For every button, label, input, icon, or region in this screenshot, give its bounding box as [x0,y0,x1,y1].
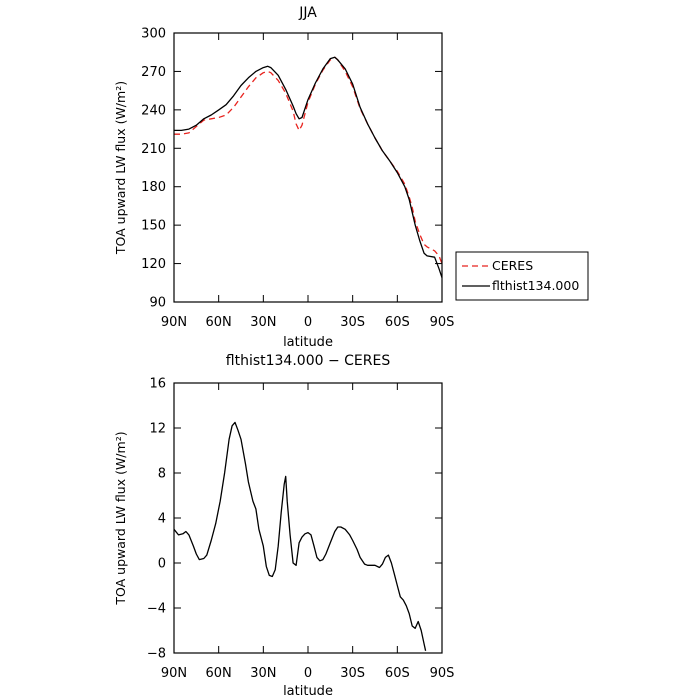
bottom-y-axis-ticks: −8 −4 0 4 8 12 16 [147,377,442,662]
x-tick-label: 0 [304,666,312,681]
y-tick-label: 240 [141,103,166,118]
x-tick-label: 60N [206,315,232,330]
x-tick-label: 60N [206,666,232,681]
top-series-lines [174,56,443,278]
y-tick-label: 210 [141,142,166,157]
y-tick-label: 16 [149,377,166,392]
top-y-axis-label: TOA upward LW flux (W/m²) [113,81,128,255]
x-tick-label: 90S [430,666,455,681]
x-tick-label: 90N [161,315,187,330]
series-line-flthist134-000 [174,56,443,278]
y-tick-label: 300 [141,27,166,42]
y-tick-label: −8 [147,647,166,662]
legend: CERES flthist134.000 [455,251,589,301]
legend-box [455,251,589,301]
x-tick-label: 30S [340,666,365,681]
y-tick-label: 120 [141,257,166,272]
x-tick-label: 60S [385,315,410,330]
y-tick-label: −4 [147,602,166,617]
top-panel: JJA 90 120 150 180 210 240 270 300 90N 60N 30N 0 30… [113,5,589,350]
top-plot-frame [173,32,443,303]
series-line-ceres [174,56,443,264]
x-tick-label: 0 [304,315,312,330]
y-tick-label: 4 [158,512,166,527]
y-tick-label: 8 [158,467,166,482]
top-chart-title: JJA [298,5,317,21]
bottom-plot-frame [173,382,443,654]
x-tick-label: 90S [430,315,455,330]
y-tick-label: 270 [141,65,166,80]
y-tick-label: 90 [149,296,166,311]
series-line-difference-0 [173,421,427,651]
legend-label-model: flthist134.000 [492,278,579,293]
x-tick-label: 90N [161,666,187,681]
bottom-series-lines [173,421,427,651]
bottom-chart-title: flthist134.000 − CERES [226,353,391,369]
legend-label-ceres: CERES [492,258,533,273]
top-x-axis-label: latitude [283,335,333,350]
y-tick-label: 150 [141,219,166,234]
bottom-y-axis-label: TOA upward LW flux (W/m²) [113,431,128,605]
bottom-x-axis-ticks: 90N 60N 30N 0 30S 60S 90S [161,383,455,681]
y-tick-label: 0 [158,557,166,572]
top-y-axis-ticks: 90 120 150 180 210 240 270 300 [141,27,442,311]
y-tick-label: 180 [141,180,166,195]
x-tick-label: 30N [250,315,276,330]
bottom-x-axis-label: latitude [283,684,333,699]
x-tick-label: 30S [340,315,365,330]
y-tick-label: 12 [149,422,166,437]
bottom-panel: flthist134.000 − CERES −8 −4 0 4 8 12 16 90N 60… [113,353,454,699]
x-tick-label: 30N [250,666,276,681]
x-tick-label: 60S [385,666,410,681]
top-x-axis-ticks: 90N 60N 30N 0 30S 60S 90S [161,33,455,330]
